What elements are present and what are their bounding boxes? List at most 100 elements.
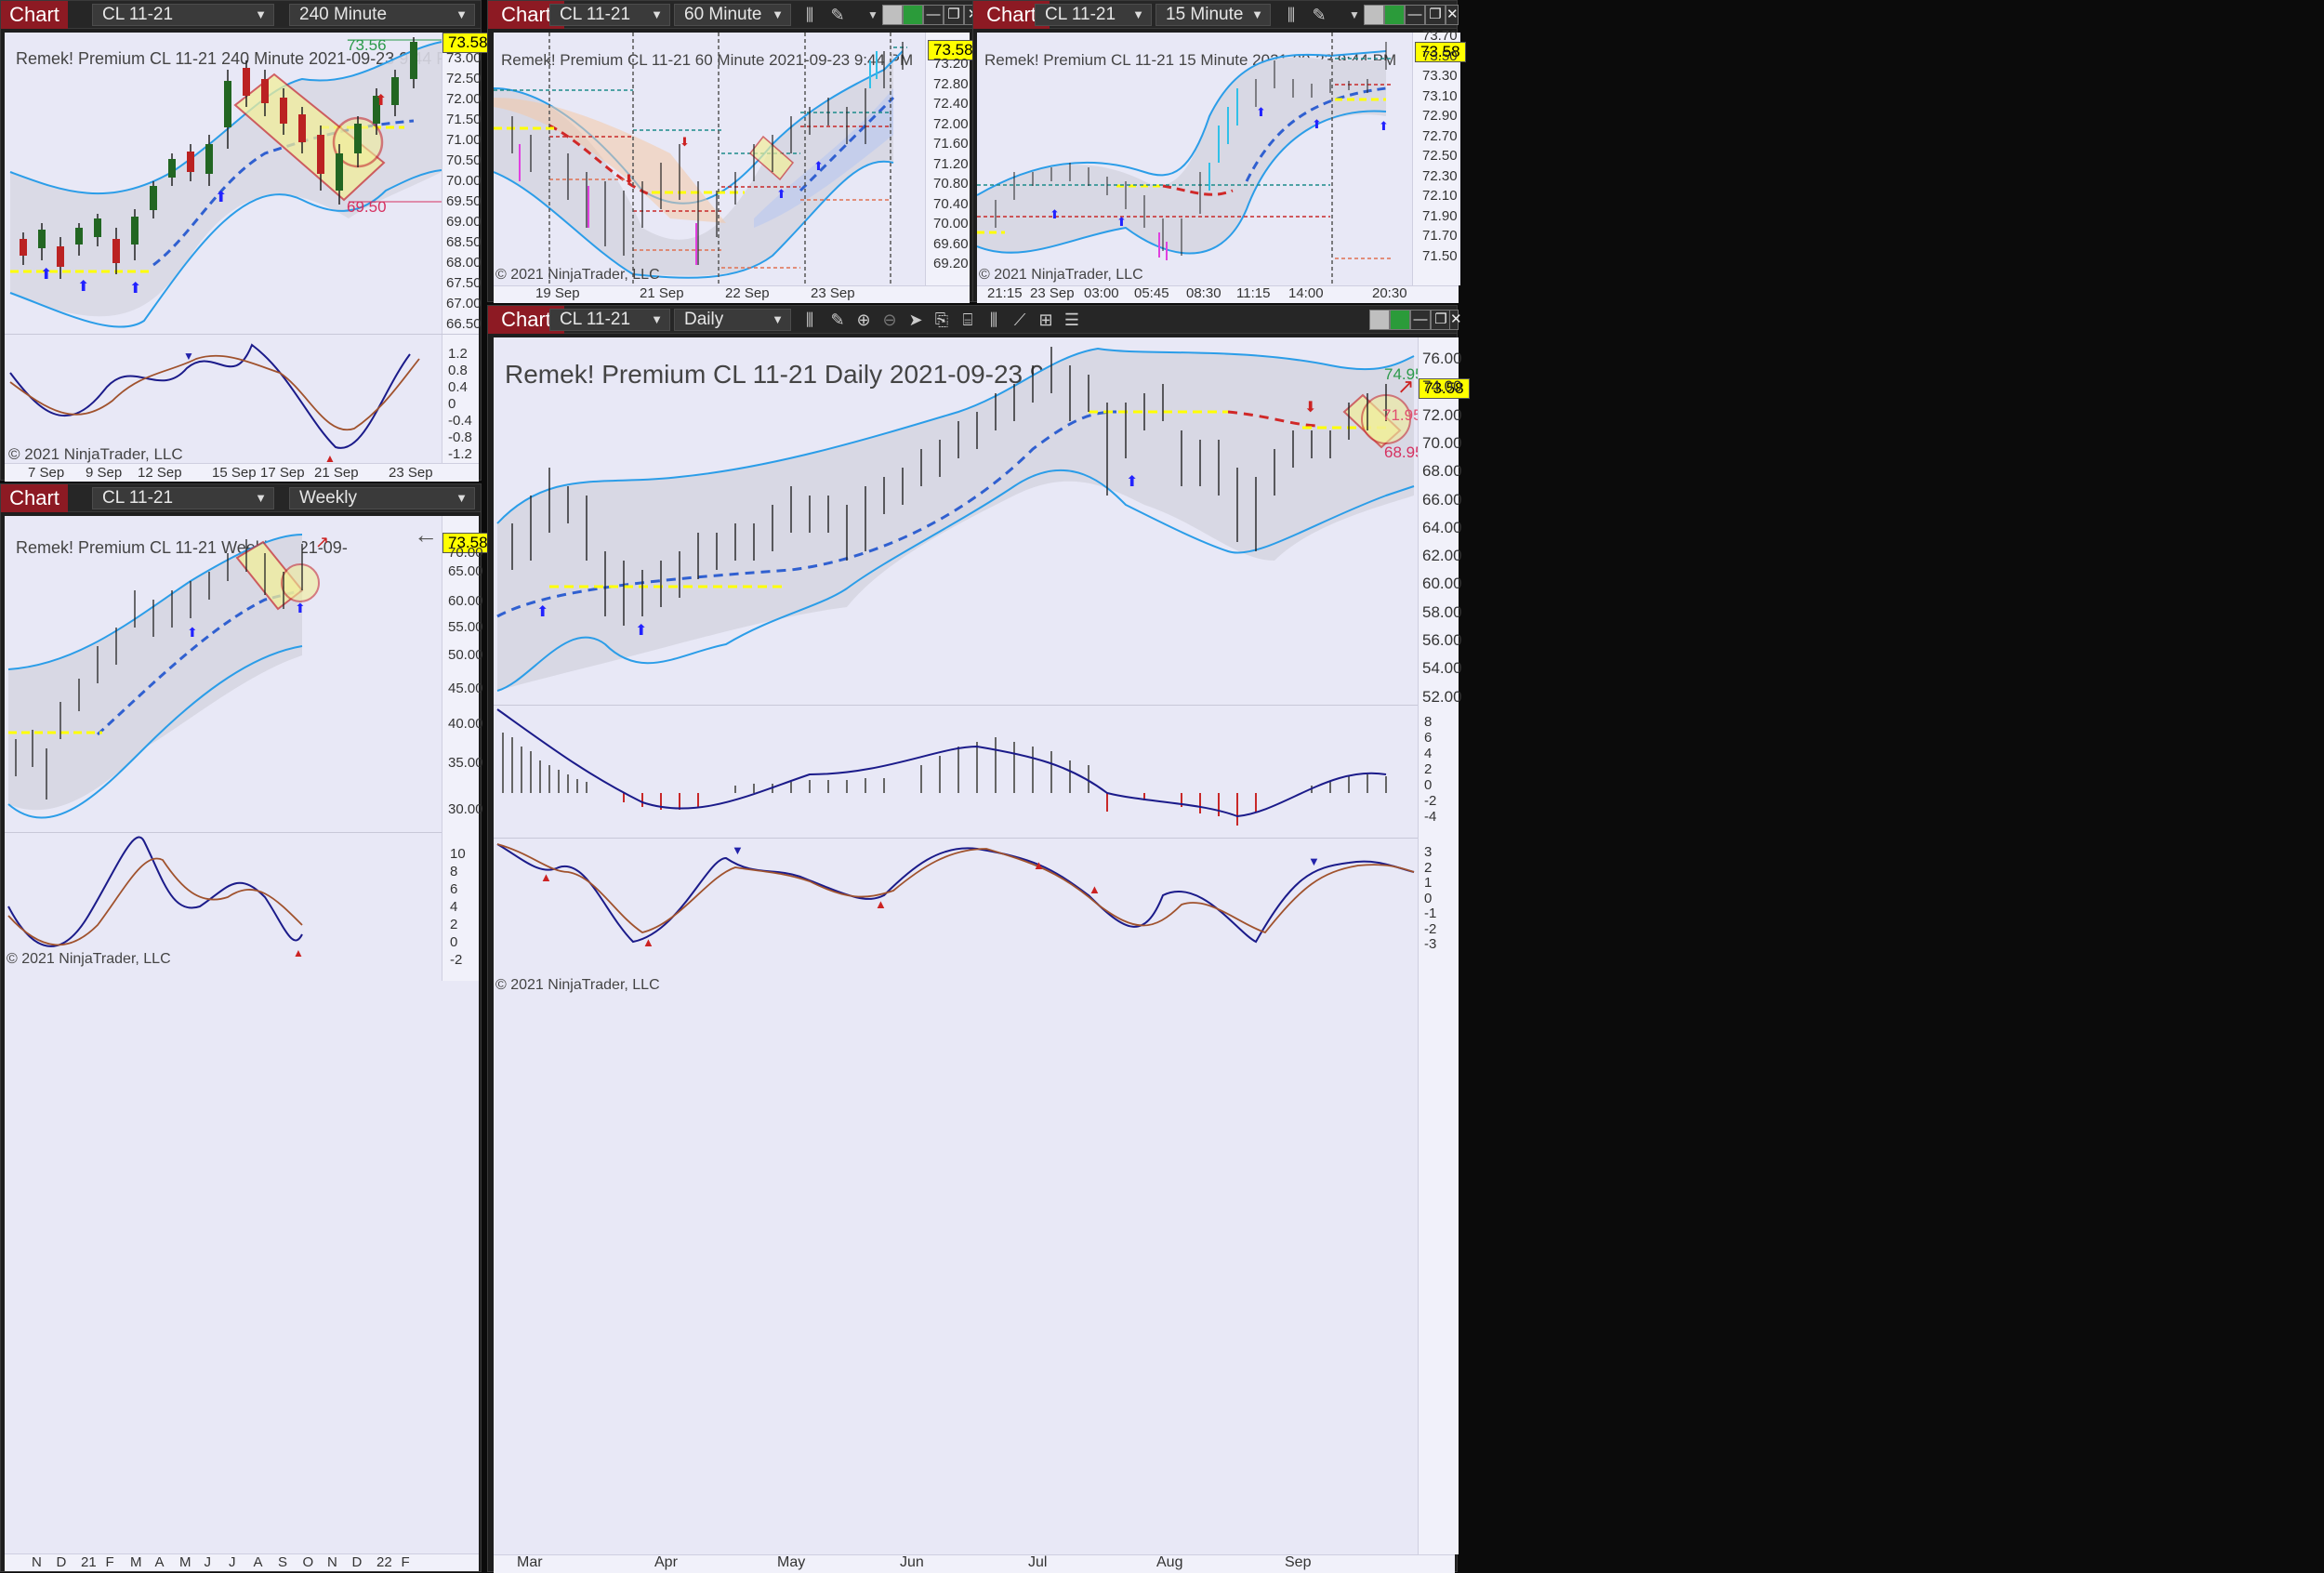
time-axis[interactable] bbox=[5, 463, 479, 482]
price-tick-label: 67.00 bbox=[446, 296, 482, 311]
svg-text:⬆: ⬆ bbox=[1050, 207, 1060, 221]
price-plot-svg: ⬆ ⬆ ⬆ ⬆ ⬆ bbox=[9, 37, 479, 328]
oscillator-tick-label: 0 bbox=[1424, 890, 1433, 906]
time-tick-label: 9 Sep bbox=[86, 465, 123, 481]
price-tick-label: 55.00 bbox=[448, 619, 483, 635]
price-panel[interactable]: Remek! Premium CL 11-21 60 Minute 2021-0… bbox=[494, 33, 970, 285]
price-tick-label: 30.00 bbox=[448, 801, 483, 817]
instrument-value: CL 11-21 bbox=[1045, 5, 1116, 24]
indicators-icon[interactable]: ⫼ bbox=[989, 311, 998, 329]
close-icon[interactable]: ✕ bbox=[1449, 310, 1462, 330]
color-swatch-button[interactable] bbox=[1369, 310, 1390, 330]
instrument-selector[interactable]: CL 11-21 ▼ bbox=[92, 487, 274, 509]
macd-tick-label: 8 bbox=[1424, 714, 1433, 730]
svg-text:⬇: ⬇ bbox=[680, 135, 690, 149]
price-tick-label: 68.00 bbox=[1422, 462, 1462, 481]
price-tick-label: 72.10 bbox=[1422, 188, 1458, 204]
bar-type-icon[interactable]: ⫼ bbox=[805, 6, 814, 24]
interval-selector[interactable]: 240 Minute ▼ bbox=[289, 4, 475, 26]
strategies-icon[interactable]: ⟋ bbox=[1013, 311, 1026, 329]
time-axis[interactable] bbox=[494, 1554, 1455, 1573]
price-axis[interactable]: 73.58 bbox=[442, 516, 494, 981]
bar-type-icon[interactable]: ⫼ bbox=[805, 311, 814, 329]
instrument-selector[interactable]: CL 11-21 ▼ bbox=[1035, 4, 1152, 26]
price-panel[interactable]: Remek! Premium CL 11-21 Daily 2021-09-23… bbox=[494, 337, 1455, 1554]
link-button[interactable] bbox=[1384, 5, 1405, 25]
price-tick-label: 73.10 bbox=[1422, 87, 1458, 104]
svg-text:↗: ↗ bbox=[1397, 375, 1414, 398]
time-tick-label: F bbox=[105, 1554, 114, 1570]
price-tick-label: 72.40 bbox=[933, 96, 969, 112]
price-tick-label: 58.00 bbox=[1422, 602, 1462, 621]
price-panel[interactable]: Remek! Premium CL 11-21 240 Minute 2021-… bbox=[5, 33, 479, 474]
level-mid-label: 71.95 bbox=[1382, 406, 1422, 424]
interval-value: 15 Minute bbox=[1166, 5, 1244, 24]
price-axis[interactable]: 73.58 bbox=[925, 33, 979, 285]
price-marker: 73.58 bbox=[928, 40, 979, 60]
interval-selector[interactable]: Weekly ▼ bbox=[289, 487, 475, 509]
instrument-selector[interactable]: CL 11-21 ▼ bbox=[92, 4, 274, 26]
properties-icon[interactable]: ⎘ bbox=[934, 311, 949, 329]
minimize-icon[interactable]: — bbox=[1405, 5, 1425, 25]
interval-selector[interactable]: 15 Minute ▼ bbox=[1155, 4, 1271, 26]
dropdown-caret-icon: ▼ bbox=[651, 312, 663, 326]
price-tick-label: 76.00 bbox=[1422, 350, 1462, 367]
maximize-icon[interactable]: ❐ bbox=[1425, 5, 1446, 25]
price-tick-label: 35.00 bbox=[448, 755, 483, 771]
chart-window-60min: Chart CL 11-21▼ 60 Minute▼ ⫼ ✎ ▼ — ❐ ✕ R… bbox=[487, 0, 983, 303]
price-axis[interactable]: 73.58 bbox=[1412, 33, 1466, 285]
price-tick-label: 72.00 bbox=[446, 91, 482, 107]
bar-type-icon[interactable]: ⫼ bbox=[1287, 6, 1296, 24]
chart-tab[interactable]: Chart bbox=[1, 1, 68, 29]
price-tick-label: 52.00 bbox=[1422, 687, 1462, 706]
list-icon[interactable]: ☰ bbox=[1063, 311, 1080, 329]
link-button[interactable] bbox=[1390, 310, 1410, 330]
zoom-out-icon[interactable]: ⊖ bbox=[882, 311, 897, 329]
close-icon[interactable]: ✕ bbox=[1446, 5, 1459, 25]
time-axis[interactable] bbox=[5, 1553, 479, 1571]
instrument-selector[interactable]: CL 11-21 ▼ bbox=[549, 309, 670, 331]
time-tick-label: M bbox=[130, 1554, 142, 1570]
time-axis[interactable] bbox=[977, 285, 1459, 303]
oscillator-tick-label: 2 bbox=[450, 917, 458, 932]
copyright: © 2021 NinjaTrader, LLC bbox=[7, 951, 171, 967]
oscillator-tick-label: -1.2 bbox=[448, 446, 472, 462]
price-axis[interactable]: 73.58 bbox=[442, 33, 494, 474]
copyright: © 2021 NinjaTrader, LLC bbox=[979, 267, 1143, 283]
link-button[interactable] bbox=[903, 5, 923, 25]
zoom-in-icon[interactable]: ⊕ bbox=[856, 311, 871, 329]
cursor-icon[interactable]: ➤ bbox=[908, 311, 923, 329]
data-box-icon[interactable]: ⌸ bbox=[962, 311, 973, 329]
macd-tick-label: -2 bbox=[1424, 793, 1437, 809]
chart-tab[interactable]: Chart bbox=[1, 484, 68, 512]
maximize-icon[interactable]: ❐ bbox=[1431, 310, 1451, 330]
price-panel[interactable]: Remek! Premium CL 11-21 Weekly 2021-09- … bbox=[5, 516, 479, 1567]
templates-icon[interactable]: ⊞ bbox=[1038, 311, 1053, 329]
time-tick-label: 20:30 bbox=[1372, 285, 1407, 301]
interval-selector[interactable]: 60 Minute ▼ bbox=[674, 4, 791, 26]
minimize-icon[interactable]: — bbox=[1410, 310, 1431, 330]
dropdown-caret-icon[interactable]: ▼ bbox=[867, 8, 878, 21]
chart-title: Remek! Premium CL 11-21 240 Minute 2021-… bbox=[16, 49, 462, 68]
time-axis[interactable] bbox=[494, 285, 970, 303]
draw-icon[interactable]: ✎ bbox=[830, 6, 845, 24]
price-panel[interactable]: Remek! Premium CL 11-21 15 Minute 2021-0… bbox=[977, 33, 1460, 285]
draw-icon[interactable]: ✎ bbox=[1312, 6, 1327, 24]
toolbar: Chart CL 11-21 ▼ Daily ▼ ⫼ ✎ ⊕ ⊖ ➤ ⎘ ⌸ ⫼ ⟋… bbox=[488, 306, 1462, 334]
interval-selector[interactable]: Daily ▼ bbox=[674, 309, 791, 331]
maximize-icon[interactable]: ❐ bbox=[944, 5, 964, 25]
instrument-selector[interactable]: CL 11-21 ▼ bbox=[549, 4, 670, 26]
price-axis[interactable]: 73.58 bbox=[1418, 337, 1470, 1554]
dropdown-caret-icon: ▼ bbox=[456, 491, 468, 505]
panel-separator bbox=[494, 705, 1455, 706]
color-swatch-button[interactable] bbox=[882, 5, 903, 25]
price-tick-label: 66.00 bbox=[1422, 490, 1462, 509]
dropdown-caret-icon[interactable]: ▼ bbox=[1349, 8, 1360, 21]
price-tick-label: 69.50 bbox=[446, 193, 482, 209]
price-tick-label: 71.90 bbox=[1422, 207, 1458, 224]
minimize-icon[interactable]: — bbox=[923, 5, 944, 25]
color-swatch-button[interactable] bbox=[1364, 5, 1384, 25]
draw-icon[interactable]: ✎ bbox=[830, 311, 845, 329]
price-tick-label: 69.00 bbox=[446, 214, 482, 230]
chart-window-240min: Chart CL 11-21 ▼ 240 Minute ▼ Remek! Premi… bbox=[0, 0, 494, 482]
